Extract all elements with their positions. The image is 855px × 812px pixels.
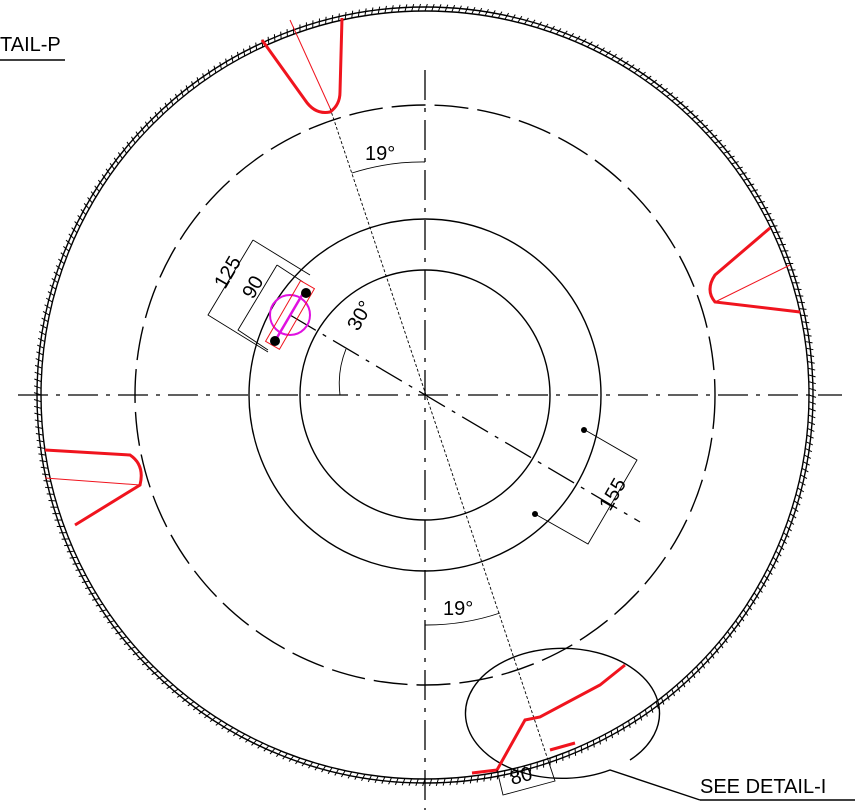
drawing: TAIL-P SEE DETAIL-I 19° 19° 125 90 30° 1… (0, 0, 855, 812)
dim-label: 19° (443, 598, 473, 620)
notch-axis (45, 478, 140, 485)
detail-profile (472, 665, 625, 773)
point (532, 511, 538, 517)
point (301, 288, 311, 298)
detail-bubble (465, 648, 700, 800)
dim-label: 30° (343, 297, 377, 334)
notch-axis (290, 20, 330, 108)
arc-30 (339, 349, 346, 395)
notch-axis (715, 265, 790, 302)
see-detail: SEE DETAIL-I (700, 776, 826, 798)
dim-label: 19° (365, 143, 395, 165)
point (270, 336, 280, 346)
axis-19 (330, 108, 548, 760)
ext (253, 240, 310, 275)
detail-ref: TAIL-P (0, 34, 61, 56)
point (581, 427, 587, 433)
detail-profile (550, 743, 575, 750)
dim-label: 90 (238, 272, 268, 302)
axis-30 (290, 315, 640, 522)
notch-right (710, 228, 800, 312)
dim-label: 155 (595, 475, 631, 515)
ext (277, 265, 303, 282)
notch-top (262, 18, 342, 113)
